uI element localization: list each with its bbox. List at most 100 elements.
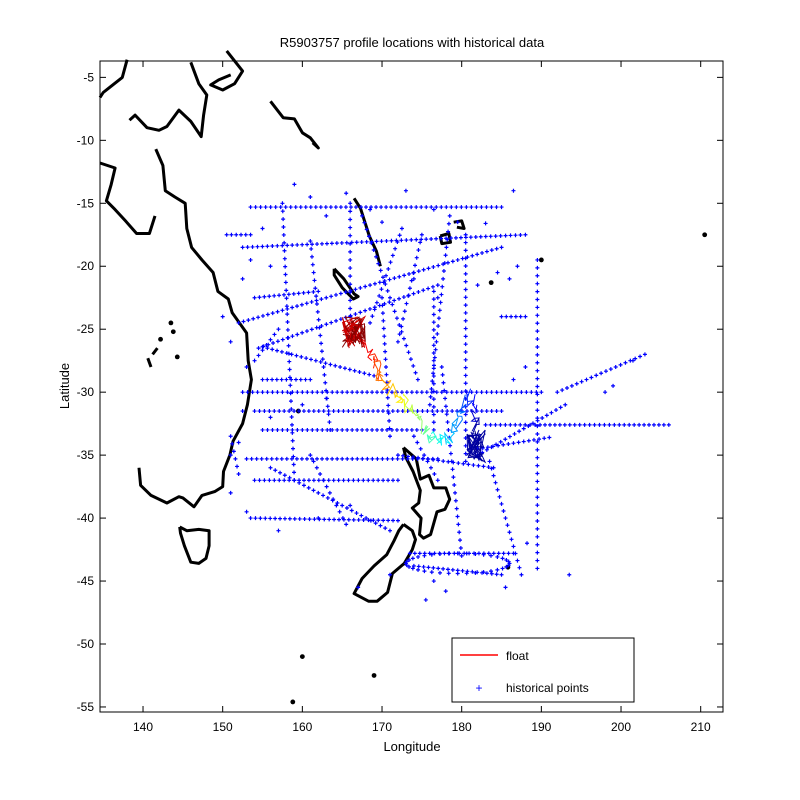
historical-point [295, 390, 300, 395]
historical-point [252, 295, 257, 300]
historical-point [381, 478, 386, 483]
historical-point [375, 390, 380, 395]
float-track-segment [439, 433, 451, 446]
historical-point [542, 436, 547, 441]
historical-point [468, 235, 473, 240]
historical-point [408, 357, 413, 362]
historical-point [431, 412, 436, 417]
historical-point [328, 427, 333, 432]
island [299, 654, 305, 659]
historical-point [368, 320, 373, 325]
historical-point [327, 490, 332, 495]
historical-point [518, 314, 523, 319]
float-track-segment [430, 430, 444, 445]
historical-point [431, 304, 436, 309]
float-track-start-cluster [349, 321, 364, 348]
historical-point [281, 217, 286, 222]
historical-point [535, 416, 540, 421]
historical-point [499, 409, 504, 414]
historical-point [446, 571, 451, 576]
historical-point [288, 205, 293, 210]
historical-point [284, 304, 289, 309]
historical-point [431, 457, 436, 462]
historical-point [656, 422, 661, 427]
coastline [352, 523, 417, 603]
historical-point [504, 390, 509, 395]
historical-point [272, 293, 277, 298]
historical-point [328, 362, 333, 367]
historical-point [353, 205, 358, 210]
historical-point [390, 253, 395, 258]
historical-point [494, 572, 499, 577]
historical-point [535, 368, 540, 373]
historical-point [245, 390, 250, 395]
historical-point [365, 390, 370, 395]
historical-point [431, 397, 436, 402]
historical-point [324, 322, 329, 327]
coastline [99, 161, 157, 235]
historical-point [463, 271, 468, 276]
historical-point [295, 304, 300, 309]
historical-point [386, 478, 391, 483]
historical-point [385, 456, 390, 461]
historical-point [375, 456, 380, 461]
historical-point [281, 232, 286, 237]
historical-point [435, 295, 440, 300]
historical-point [331, 478, 336, 483]
historical-point [265, 377, 270, 382]
historical-point [305, 427, 310, 432]
historical-point [379, 287, 384, 292]
historical-point [584, 377, 589, 382]
historical-point [318, 359, 323, 364]
historical-point [320, 390, 325, 395]
historical-point [252, 409, 257, 414]
historical-point [535, 257, 540, 262]
island [371, 673, 377, 678]
historical-point [414, 255, 419, 260]
historical-point [431, 404, 436, 409]
coastline-layer [98, 49, 708, 705]
historical-point [262, 294, 267, 299]
historical-point [473, 551, 478, 556]
historical-point [286, 292, 291, 297]
historical-point [236, 472, 241, 477]
historical-point [324, 295, 329, 300]
historical-point [372, 281, 377, 286]
historical-point [642, 352, 647, 357]
historical-point [515, 558, 520, 563]
historical-point [268, 205, 273, 210]
island [488, 280, 494, 286]
historical-point [257, 409, 262, 414]
historical-point [485, 445, 490, 450]
historical-point [302, 478, 307, 483]
historical-point [431, 565, 436, 570]
historical-point [318, 333, 323, 338]
historical-point [535, 487, 540, 492]
historical-point [348, 241, 353, 246]
historical-point [310, 242, 315, 247]
historical-point [240, 276, 245, 281]
historical-point [445, 567, 450, 572]
historical-point [316, 490, 321, 495]
historical-point [399, 329, 404, 334]
historical-point [394, 205, 399, 210]
historical-point [260, 313, 265, 318]
historical-point [435, 331, 440, 336]
historical-point [445, 237, 450, 242]
historical-point [285, 243, 290, 248]
historical-point [463, 357, 468, 362]
historical-point [574, 381, 579, 386]
historical-point [325, 495, 330, 500]
historical-point [270, 377, 275, 382]
historical-point [511, 377, 516, 382]
historical-point [463, 428, 468, 433]
historical-point [618, 362, 623, 367]
historical-point [400, 453, 405, 458]
historical-point [250, 390, 255, 395]
historical-point [630, 358, 635, 363]
historical-point [508, 233, 513, 238]
historical-point [296, 291, 301, 296]
historical-point [493, 234, 498, 239]
historical-point [489, 248, 494, 253]
historical-point [426, 565, 431, 570]
